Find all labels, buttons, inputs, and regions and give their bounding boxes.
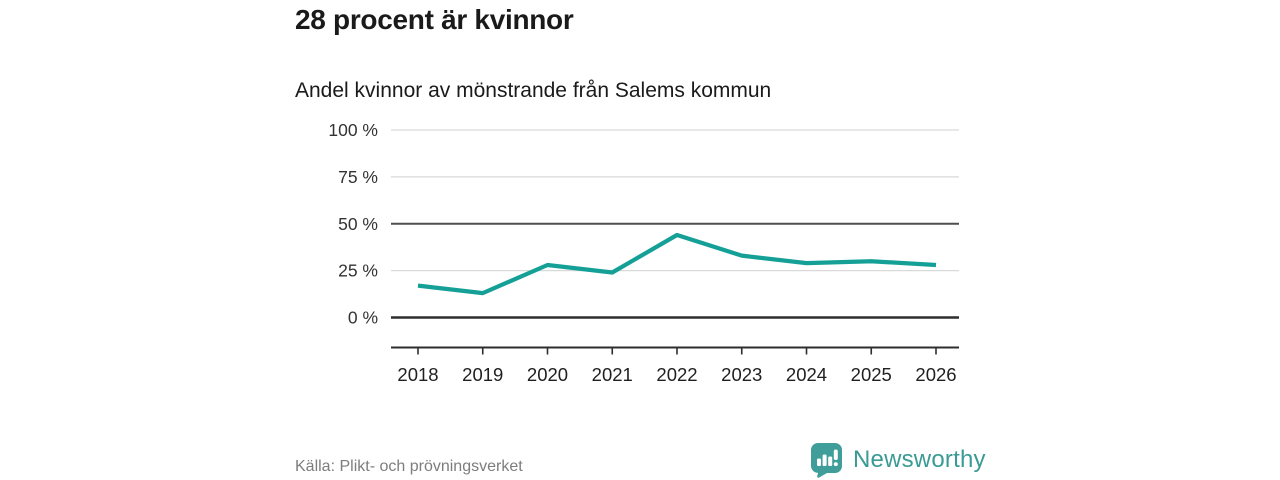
svg-text:2020: 2020 <box>527 364 568 385</box>
svg-text:25 %: 25 % <box>338 261 378 281</box>
x-tick-marks <box>417 347 937 355</box>
chart-subtitle: Andel kvinnor av mönstrande från Salems … <box>295 79 772 102</box>
svg-text:2021: 2021 <box>592 364 633 385</box>
svg-text:50 %: 50 % <box>338 214 378 234</box>
svg-text:75 %: 75 % <box>338 167 378 187</box>
y-axis-labels: 0 % 25 % 50 % 75 % 100 % <box>328 120 378 328</box>
chart-title: 28 procent är kvinnor <box>295 4 574 35</box>
svg-text:2018: 2018 <box>397 364 438 385</box>
x-axis-labels: 2018 2019 2020 2021 2022 2023 2024 2025 2026 <box>397 364 956 385</box>
source-text: Källa: Plikt- och prövningsverket <box>295 458 523 475</box>
newsworthy-logo: Newsworthy <box>810 441 986 479</box>
y-gridlines <box>391 129 959 319</box>
svg-text:0 %: 0 % <box>348 308 378 328</box>
data-line <box>417 232 937 296</box>
svg-text:2025: 2025 <box>851 364 892 385</box>
svg-text:2026: 2026 <box>915 364 956 385</box>
newsworthy-icon <box>811 443 842 478</box>
svg-text:100 %: 100 % <box>328 120 378 140</box>
newsworthy-wordmark: Newsworthy <box>853 446 986 473</box>
svg-text:2023: 2023 <box>721 364 762 385</box>
svg-text:2022: 2022 <box>656 364 697 385</box>
svg-text:2019: 2019 <box>462 364 503 385</box>
svg-text:2024: 2024 <box>786 364 827 385</box>
